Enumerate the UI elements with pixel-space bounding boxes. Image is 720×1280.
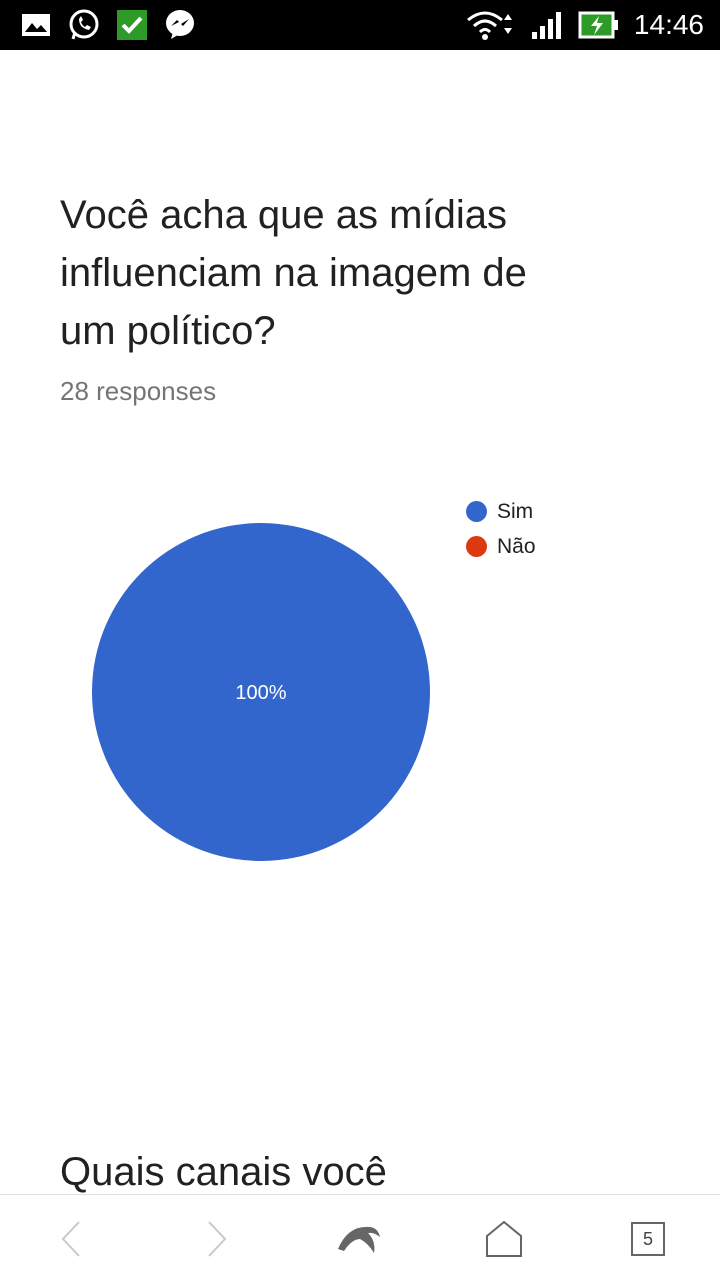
status-bar: 14:46	[0, 0, 720, 50]
pie-chart: 100%	[92, 523, 430, 861]
whatsapp-icon	[66, 8, 102, 42]
tab-count: 5	[631, 1222, 665, 1256]
home-icon[interactable]	[480, 1215, 528, 1263]
forward-icon[interactable]	[192, 1215, 240, 1263]
legend-label-sim: Sim	[497, 499, 534, 523]
legend-label-nao: Não	[497, 534, 536, 558]
legend-item-nao: Não	[466, 529, 536, 564]
checkmark-app-icon	[116, 8, 148, 42]
back-icon[interactable]	[48, 1215, 96, 1263]
messenger-icon	[162, 8, 198, 42]
pie-slice-sim[interactable]	[92, 523, 430, 861]
battery-charging-icon	[578, 8, 620, 42]
question-title: Você acha que as mídias influenciam na i…	[60, 193, 527, 353]
wifi-icon	[466, 8, 516, 42]
browser-bottom-nav: 5	[0, 1194, 720, 1280]
pie-slice-sim-label: 100%	[235, 682, 286, 704]
gallery-icon	[20, 8, 52, 42]
status-time: 14:46	[633, 9, 704, 40]
legend-swatch-sim	[466, 501, 487, 522]
dolphin-icon[interactable]	[334, 1215, 382, 1263]
legend-swatch-nao	[466, 536, 487, 557]
signal-icon	[530, 8, 566, 42]
form-summary-content[interactable]: Você acha que as mídias influenciam na i…	[0, 50, 720, 1194]
response-count: 28 responses	[60, 376, 217, 406]
tabs-icon[interactable]: 5	[624, 1215, 672, 1263]
next-question-title: Quais canais você	[60, 1150, 387, 1194]
chart-legend: Sim Não	[466, 494, 536, 564]
legend-item-sim: Sim	[466, 494, 536, 529]
